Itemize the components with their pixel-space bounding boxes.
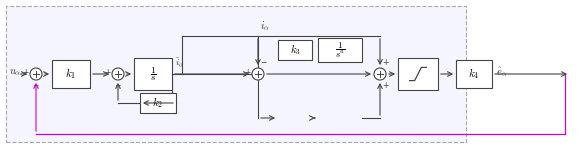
- Text: $k_2$: $k_2$: [152, 96, 164, 110]
- Text: $k_1$: $k_1$: [66, 67, 77, 81]
- Text: $\dfrac{1}{s}$: $\dfrac{1}{s}$: [150, 65, 156, 83]
- Text: $i_\alpha$: $i_\alpha$: [260, 19, 270, 32]
- Bar: [318, 38, 362, 62]
- Bar: [398, 58, 438, 90]
- Bar: [278, 40, 312, 60]
- Circle shape: [30, 68, 42, 80]
- Text: +: +: [23, 67, 29, 77]
- Bar: [6, 6, 466, 142]
- Text: $\hat{i}_\alpha$: $\hat{i}_\alpha$: [175, 56, 185, 69]
- Text: −: −: [260, 58, 266, 67]
- Circle shape: [112, 68, 124, 80]
- Circle shape: [374, 68, 386, 80]
- Text: $\hat{e}_\alpha$: $\hat{e}_\alpha$: [496, 66, 508, 78]
- Bar: [456, 60, 492, 88]
- Text: −: −: [114, 81, 120, 90]
- Text: +: +: [382, 81, 388, 90]
- Circle shape: [252, 68, 264, 80]
- Bar: [140, 93, 176, 113]
- Bar: [134, 58, 172, 90]
- Text: $u_\alpha$: $u_\alpha$: [9, 67, 21, 77]
- Text: $\dfrac{1}{s^u}$: $\dfrac{1}{s^u}$: [335, 40, 346, 59]
- Text: +: +: [245, 67, 251, 77]
- Text: $k_3$: $k_3$: [290, 43, 300, 57]
- Text: +: +: [382, 58, 388, 67]
- Text: $k_4$: $k_4$: [468, 67, 480, 81]
- Text: +: +: [105, 67, 111, 77]
- Text: −: −: [32, 81, 38, 90]
- Bar: [52, 60, 90, 88]
